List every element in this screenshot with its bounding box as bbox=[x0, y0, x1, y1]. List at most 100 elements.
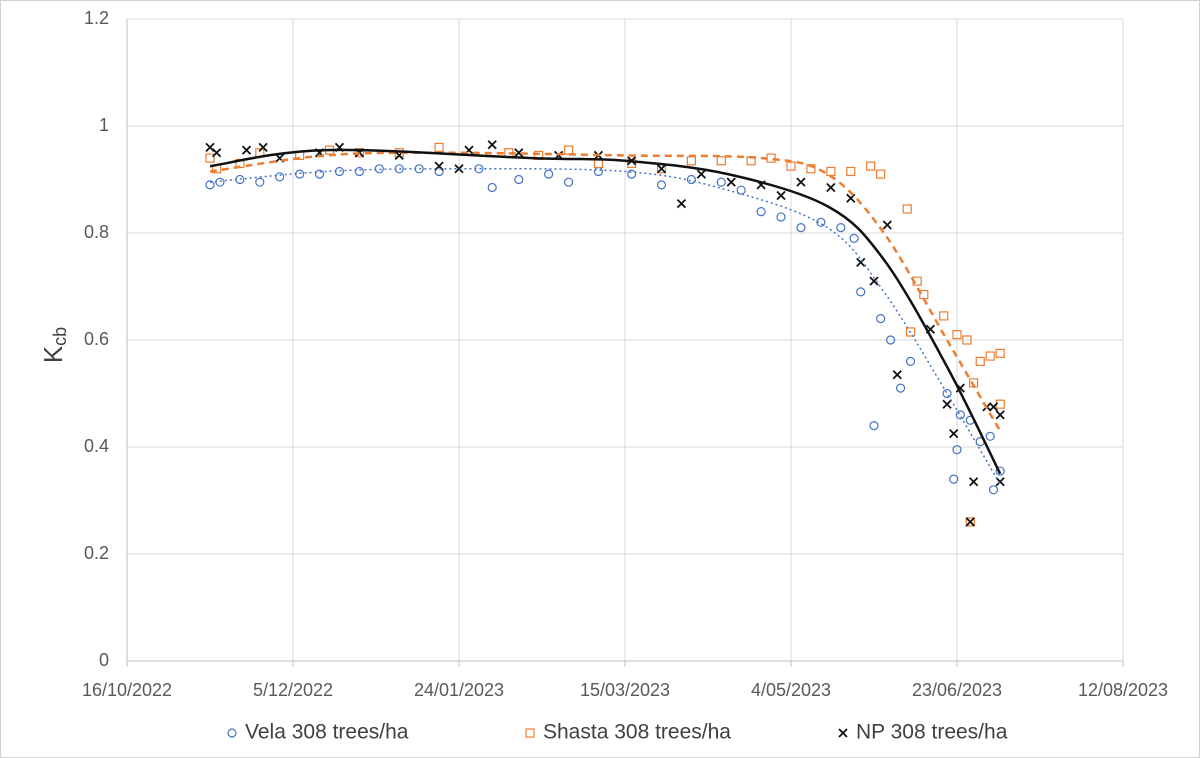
y-tick-label: 0.4 bbox=[84, 436, 109, 456]
point bbox=[955, 410, 965, 420]
point bbox=[205, 142, 215, 153]
point bbox=[686, 174, 697, 185]
point bbox=[696, 169, 706, 179]
point bbox=[968, 477, 979, 487]
legend-label: Shasta 308 trees/ha bbox=[543, 721, 731, 744]
legend-marker bbox=[525, 728, 535, 738]
point bbox=[258, 142, 268, 153]
point bbox=[869, 276, 879, 286]
point bbox=[816, 217, 826, 227]
point bbox=[949, 474, 959, 484]
point bbox=[454, 164, 464, 174]
point bbox=[434, 166, 444, 177]
x-tick-label: 24/01/2023 bbox=[414, 680, 504, 700]
point bbox=[995, 348, 1005, 358]
point bbox=[434, 161, 444, 171]
point bbox=[902, 204, 912, 214]
point bbox=[885, 335, 896, 345]
x-tick-label: 15/03/2023 bbox=[580, 680, 670, 700]
point bbox=[563, 145, 574, 155]
point bbox=[949, 428, 959, 439]
point bbox=[544, 169, 554, 179]
point bbox=[952, 445, 962, 455]
point bbox=[563, 177, 574, 187]
point bbox=[965, 517, 975, 527]
point bbox=[942, 399, 952, 409]
y-tick-label: 0 bbox=[99, 650, 109, 670]
legend-marker bbox=[838, 728, 848, 738]
point bbox=[736, 185, 746, 195]
point bbox=[275, 172, 285, 182]
point bbox=[965, 517, 975, 527]
point bbox=[892, 370, 902, 380]
y-tick-label: 0.2 bbox=[84, 543, 109, 563]
legend-marker bbox=[227, 728, 237, 738]
point bbox=[846, 166, 856, 177]
point bbox=[796, 177, 806, 187]
point bbox=[952, 330, 962, 340]
point bbox=[255, 177, 265, 187]
point bbox=[314, 169, 325, 179]
point bbox=[975, 356, 985, 366]
x-tick-label: 12/08/2023 bbox=[1078, 680, 1168, 700]
point bbox=[487, 182, 497, 193]
point bbox=[756, 207, 766, 217]
point bbox=[514, 174, 524, 185]
point bbox=[487, 140, 497, 150]
point bbox=[985, 351, 995, 361]
point bbox=[776, 190, 786, 201]
point bbox=[836, 223, 846, 233]
point bbox=[716, 177, 726, 187]
point bbox=[995, 477, 1005, 487]
point bbox=[856, 287, 866, 297]
point bbox=[876, 169, 886, 179]
trendline bbox=[209, 148, 1002, 475]
trendline bbox=[209, 151, 1002, 432]
point bbox=[205, 153, 215, 163]
point bbox=[988, 485, 999, 495]
point bbox=[716, 156, 726, 166]
point bbox=[866, 161, 876, 171]
point bbox=[676, 198, 687, 209]
y-axis-label: Kcb bbox=[38, 327, 70, 363]
point bbox=[776, 212, 786, 222]
point bbox=[726, 177, 736, 187]
x-tick-label: 16/10/2022 bbox=[82, 680, 172, 700]
point bbox=[627, 169, 637, 179]
trendline bbox=[209, 167, 1001, 485]
legend-label: NP 308 trees/ha bbox=[856, 721, 1008, 744]
point bbox=[988, 402, 999, 412]
point bbox=[627, 158, 637, 169]
point bbox=[826, 182, 836, 193]
y-tick-label: 0.8 bbox=[84, 222, 109, 242]
point bbox=[876, 314, 886, 324]
point bbox=[656, 180, 667, 190]
x-tick-label: 23/06/2023 bbox=[912, 680, 1002, 700]
point bbox=[434, 142, 444, 152]
point bbox=[354, 166, 364, 177]
point bbox=[995, 410, 1005, 420]
point bbox=[849, 233, 859, 243]
point bbox=[856, 257, 866, 268]
point bbox=[656, 164, 667, 174]
point bbox=[846, 193, 856, 203]
point bbox=[514, 148, 524, 158]
point bbox=[995, 466, 1005, 476]
point bbox=[962, 335, 972, 345]
point bbox=[939, 311, 949, 321]
point bbox=[796, 223, 806, 233]
point bbox=[905, 356, 916, 366]
point bbox=[212, 148, 222, 158]
y-label-main: K bbox=[38, 345, 68, 363]
legend-label: Vela 308 trees/ha bbox=[245, 721, 409, 744]
y-tick-label: 0.6 bbox=[84, 329, 109, 349]
point bbox=[895, 383, 906, 393]
point bbox=[905, 327, 916, 337]
x-tick-label: 4/05/2023 bbox=[751, 680, 831, 700]
point bbox=[942, 388, 952, 399]
point bbox=[241, 145, 252, 155]
point bbox=[985, 431, 995, 441]
y-label-sub: cb bbox=[50, 327, 70, 346]
